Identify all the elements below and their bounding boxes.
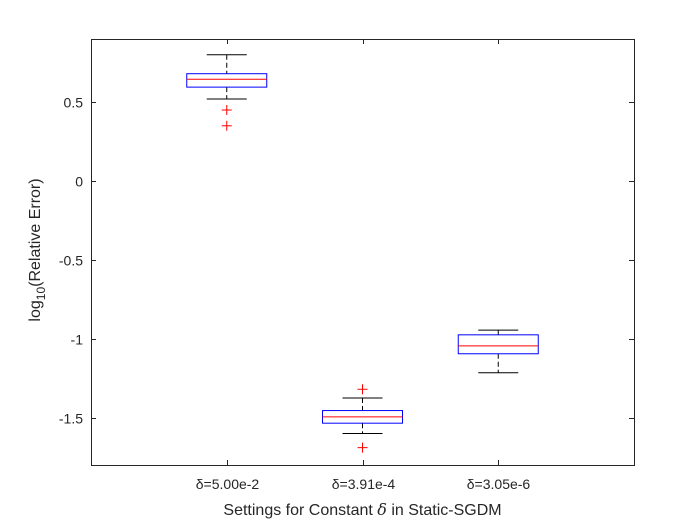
outliers-layer — [221, 105, 368, 453]
box-group-1 — [186, 54, 268, 100]
outlier-marker — [357, 384, 368, 395]
box-group-2 — [322, 397, 403, 434]
x-axis-title-suffix: in Static-SGDM — [387, 502, 502, 519]
y-axis-title-suffix: (Relative Error) — [27, 178, 44, 286]
outlier-marker — [221, 120, 232, 131]
x-axis-title: Settings for Constant δ in Static-SGDM — [223, 500, 501, 519]
x-axis-title-prefix: Settings for Constant — [223, 502, 377, 519]
y-tick-label: 0 — [75, 174, 83, 190]
box-group-3 — [457, 329, 539, 374]
x-tick-label: δ=3.91e-4 — [332, 476, 396, 492]
box-iqr — [186, 73, 268, 88]
ticks-layer: 0.5 0 -0.5 -1 -1.5 δ=5.00e-2 δ=3.91e-4 δ=3.05e-… — [59, 39, 634, 492]
boxes-layer — [186, 54, 539, 434]
outlier-marker — [221, 105, 232, 115]
x-tick-label: δ=3.05e-6 — [467, 476, 531, 492]
y-tick-label: 0.5 — [64, 95, 84, 111]
y-tick-label: -1 — [71, 332, 84, 348]
y-tick-label: -1.5 — [59, 411, 83, 427]
y-axis-title-prefix: log — [27, 300, 44, 321]
y-tick-label: -0.5 — [59, 253, 83, 269]
box-iqr — [457, 334, 539, 355]
x-tick-label: δ=5.00e-2 — [196, 476, 260, 492]
y-axis-title-subscript: 10 — [34, 287, 48, 301]
outlier-marker — [357, 442, 368, 453]
x-axis-title-symbol: δ — [377, 500, 387, 519]
y-axis-title: log10(Relative Error) — [27, 178, 48, 321]
